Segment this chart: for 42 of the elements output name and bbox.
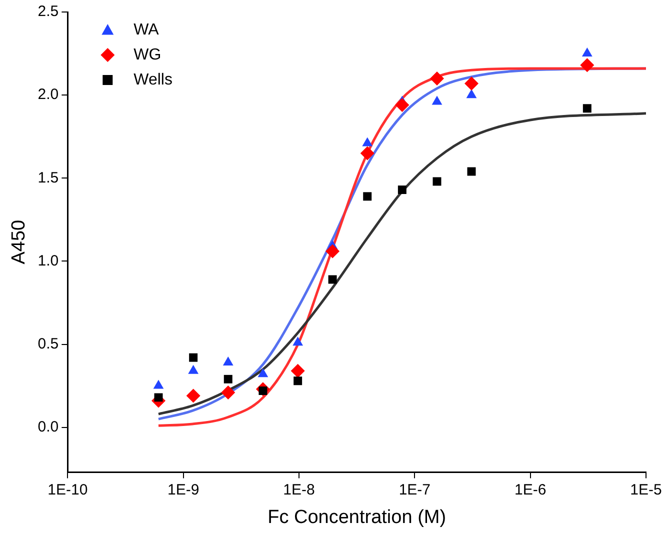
y-tick-label: 1.5 <box>38 169 59 186</box>
point <box>222 356 234 366</box>
point <box>430 71 444 86</box>
x-tick-label: 1E-9 <box>167 481 200 498</box>
y-tick-label: 1.0 <box>38 252 59 270</box>
point <box>363 192 372 201</box>
point <box>186 388 200 403</box>
point <box>464 76 478 90</box>
y-tick-label: 2.0 <box>38 86 59 104</box>
point <box>189 353 198 362</box>
point <box>188 364 199 374</box>
x-tick-label: 1E-10 <box>48 481 88 498</box>
legend-label: WG <box>134 46 162 64</box>
point <box>153 380 164 389</box>
x-tick-label: 1E-8 <box>283 481 315 498</box>
point <box>466 89 477 98</box>
point <box>221 385 236 400</box>
y-tick-label: 0.0 <box>38 418 59 436</box>
point <box>360 146 374 160</box>
point <box>292 336 304 346</box>
point <box>328 275 337 284</box>
point <box>395 98 410 112</box>
point <box>290 364 305 378</box>
x-tick-label: 1E-6 <box>514 481 546 498</box>
point <box>326 244 340 258</box>
point <box>432 96 442 105</box>
point <box>154 393 163 402</box>
legend-label: WA <box>134 21 160 38</box>
y-tick-label: 2.5 <box>38 3 59 20</box>
point <box>294 376 302 386</box>
point <box>258 368 268 378</box>
point <box>467 167 476 176</box>
x-tick-label: 1E-5 <box>630 481 662 498</box>
x-tick-label: 1E-7 <box>398 481 431 498</box>
y-axis-title: A450 <box>8 220 30 264</box>
point <box>224 374 232 384</box>
point <box>362 137 373 146</box>
legend-label: Wells <box>134 71 172 88</box>
point <box>398 186 406 194</box>
point <box>432 177 442 186</box>
x-axis-title: Fc Concentration (M) <box>268 506 446 528</box>
y-tick-label: 0.5 <box>38 335 59 352</box>
